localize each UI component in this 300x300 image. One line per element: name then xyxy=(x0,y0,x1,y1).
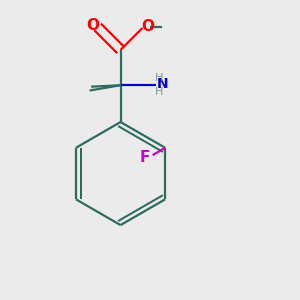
Text: H: H xyxy=(155,87,164,97)
Text: F: F xyxy=(140,150,150,165)
Text: N: N xyxy=(157,77,169,91)
Text: O: O xyxy=(141,19,154,34)
Text: H: H xyxy=(155,73,164,83)
Text: O: O xyxy=(86,18,99,33)
